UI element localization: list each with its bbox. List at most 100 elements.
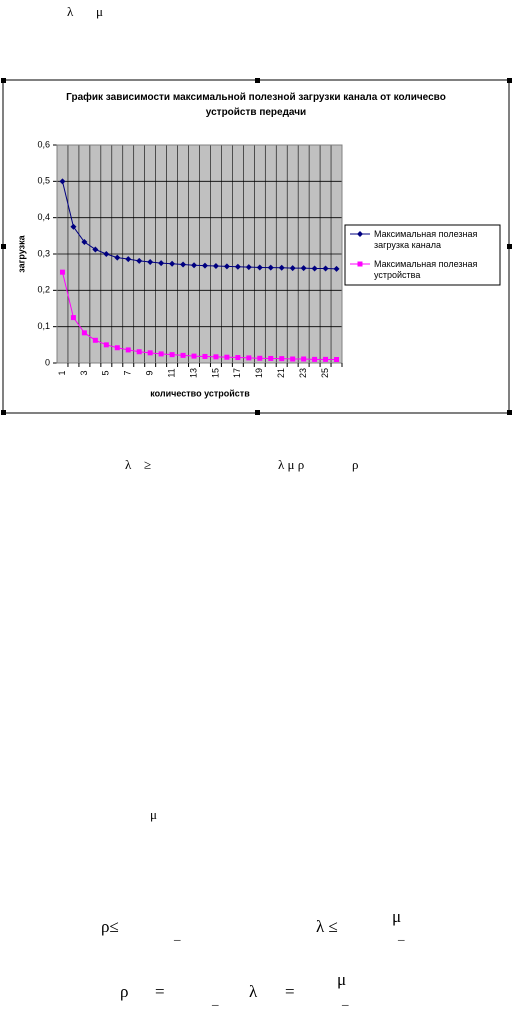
point: [223, 263, 230, 270]
point: [301, 356, 307, 362]
x-tick-label: 15: [210, 368, 220, 378]
point: [246, 355, 252, 361]
text-fragment: _: [174, 927, 181, 942]
selection-handles: [1, 78, 512, 415]
point: [290, 356, 296, 362]
x-tick-label: 25: [320, 368, 330, 378]
text-fragment: λ: [125, 457, 132, 472]
text-fragment: μ: [337, 970, 347, 989]
point: [114, 345, 120, 351]
x-axis-label: количество устройств: [150, 388, 250, 398]
point: [278, 264, 285, 271]
x-tick-label: 5: [101, 370, 111, 375]
x-tick-label: 13: [188, 368, 198, 378]
point: [169, 260, 176, 267]
text-fragment: λ: [249, 982, 258, 1001]
point: [300, 265, 307, 272]
point: [333, 265, 340, 272]
point: [334, 357, 340, 363]
point: [92, 337, 98, 343]
point: [103, 251, 110, 257]
x-tick-label: 21: [276, 368, 286, 378]
text-fragment: _: [398, 927, 405, 942]
x-tick-label: 17: [232, 368, 242, 378]
y-tick-label: 0: [45, 357, 50, 367]
point: [256, 264, 263, 271]
point: [311, 265, 318, 272]
legend-marker: [357, 261, 363, 267]
point: [70, 223, 77, 230]
y-tick-label: 0,2: [37, 285, 50, 295]
text-fragment: μ: [392, 907, 402, 926]
point: [235, 355, 241, 361]
point: [245, 264, 252, 271]
x-tick-label: 19: [254, 368, 264, 378]
text-fragment: ρ: [120, 982, 129, 1001]
point: [224, 354, 230, 360]
text-fragment: λ: [67, 4, 74, 19]
x-tick-label: 7: [123, 370, 133, 375]
y-tick-label: 0,1: [37, 321, 50, 331]
point: [92, 246, 99, 253]
x-tick-label: 11: [166, 368, 176, 377]
point: [202, 353, 208, 359]
text-fragment: _: [212, 992, 219, 1007]
text-fragment: =: [155, 982, 165, 1001]
point: [201, 262, 208, 269]
text-fragment: μ: [150, 807, 157, 822]
point: [267, 264, 274, 271]
point: [180, 261, 187, 268]
point: [312, 356, 318, 362]
text-fragment: λ μ ρ: [278, 457, 305, 472]
point: [103, 342, 109, 348]
point: [59, 269, 65, 275]
y-tick-label: 0,4: [37, 212, 50, 222]
point: [125, 347, 131, 353]
text-fragment: _: [342, 992, 349, 1007]
point: [279, 356, 285, 362]
text-fragment: ρ: [352, 457, 359, 472]
point: [81, 330, 87, 336]
x-tick-label: 23: [298, 368, 308, 378]
text-fragment: =: [285, 982, 295, 1001]
y-tick-label: 0,3: [37, 248, 50, 258]
point: [289, 265, 296, 272]
legend-marker: [357, 231, 363, 237]
x-tick-label: 3: [79, 370, 89, 375]
point: [114, 254, 121, 261]
point: [213, 354, 219, 360]
point: [147, 350, 153, 356]
text-fragment: ≥: [144, 457, 152, 472]
text-fragment: μ: [96, 4, 103, 19]
x-tick-label: 9: [145, 370, 155, 375]
chart-title: График зависимости максимальной полезной…: [66, 92, 446, 118]
text-fragment: ρ≤: [101, 917, 119, 936]
text-fragment: λ ≤: [316, 917, 338, 936]
point: [180, 352, 186, 358]
point: [169, 352, 175, 358]
point: [59, 178, 66, 185]
legend-entry: Максимальная полезная устройства: [374, 259, 478, 280]
point: [257, 355, 263, 361]
y-tick-label: 0,6: [37, 139, 50, 149]
point: [322, 265, 329, 272]
point: [136, 257, 143, 264]
point: [70, 315, 76, 321]
point: [81, 239, 88, 246]
point: [191, 262, 198, 269]
point: [234, 263, 241, 270]
point: [125, 256, 132, 263]
point: [323, 356, 329, 362]
point: [191, 353, 197, 359]
point: [158, 260, 165, 267]
point: [158, 351, 164, 357]
legend-entry: Максимальная полезная загрузка канала: [374, 229, 478, 250]
y-tick-label: 0,5: [37, 176, 50, 186]
point: [136, 349, 142, 355]
x-tick-label: 1: [57, 370, 67, 375]
y-axis-label: загрузка: [16, 234, 26, 272]
legend-box: [344, 224, 501, 286]
point: [212, 262, 219, 269]
